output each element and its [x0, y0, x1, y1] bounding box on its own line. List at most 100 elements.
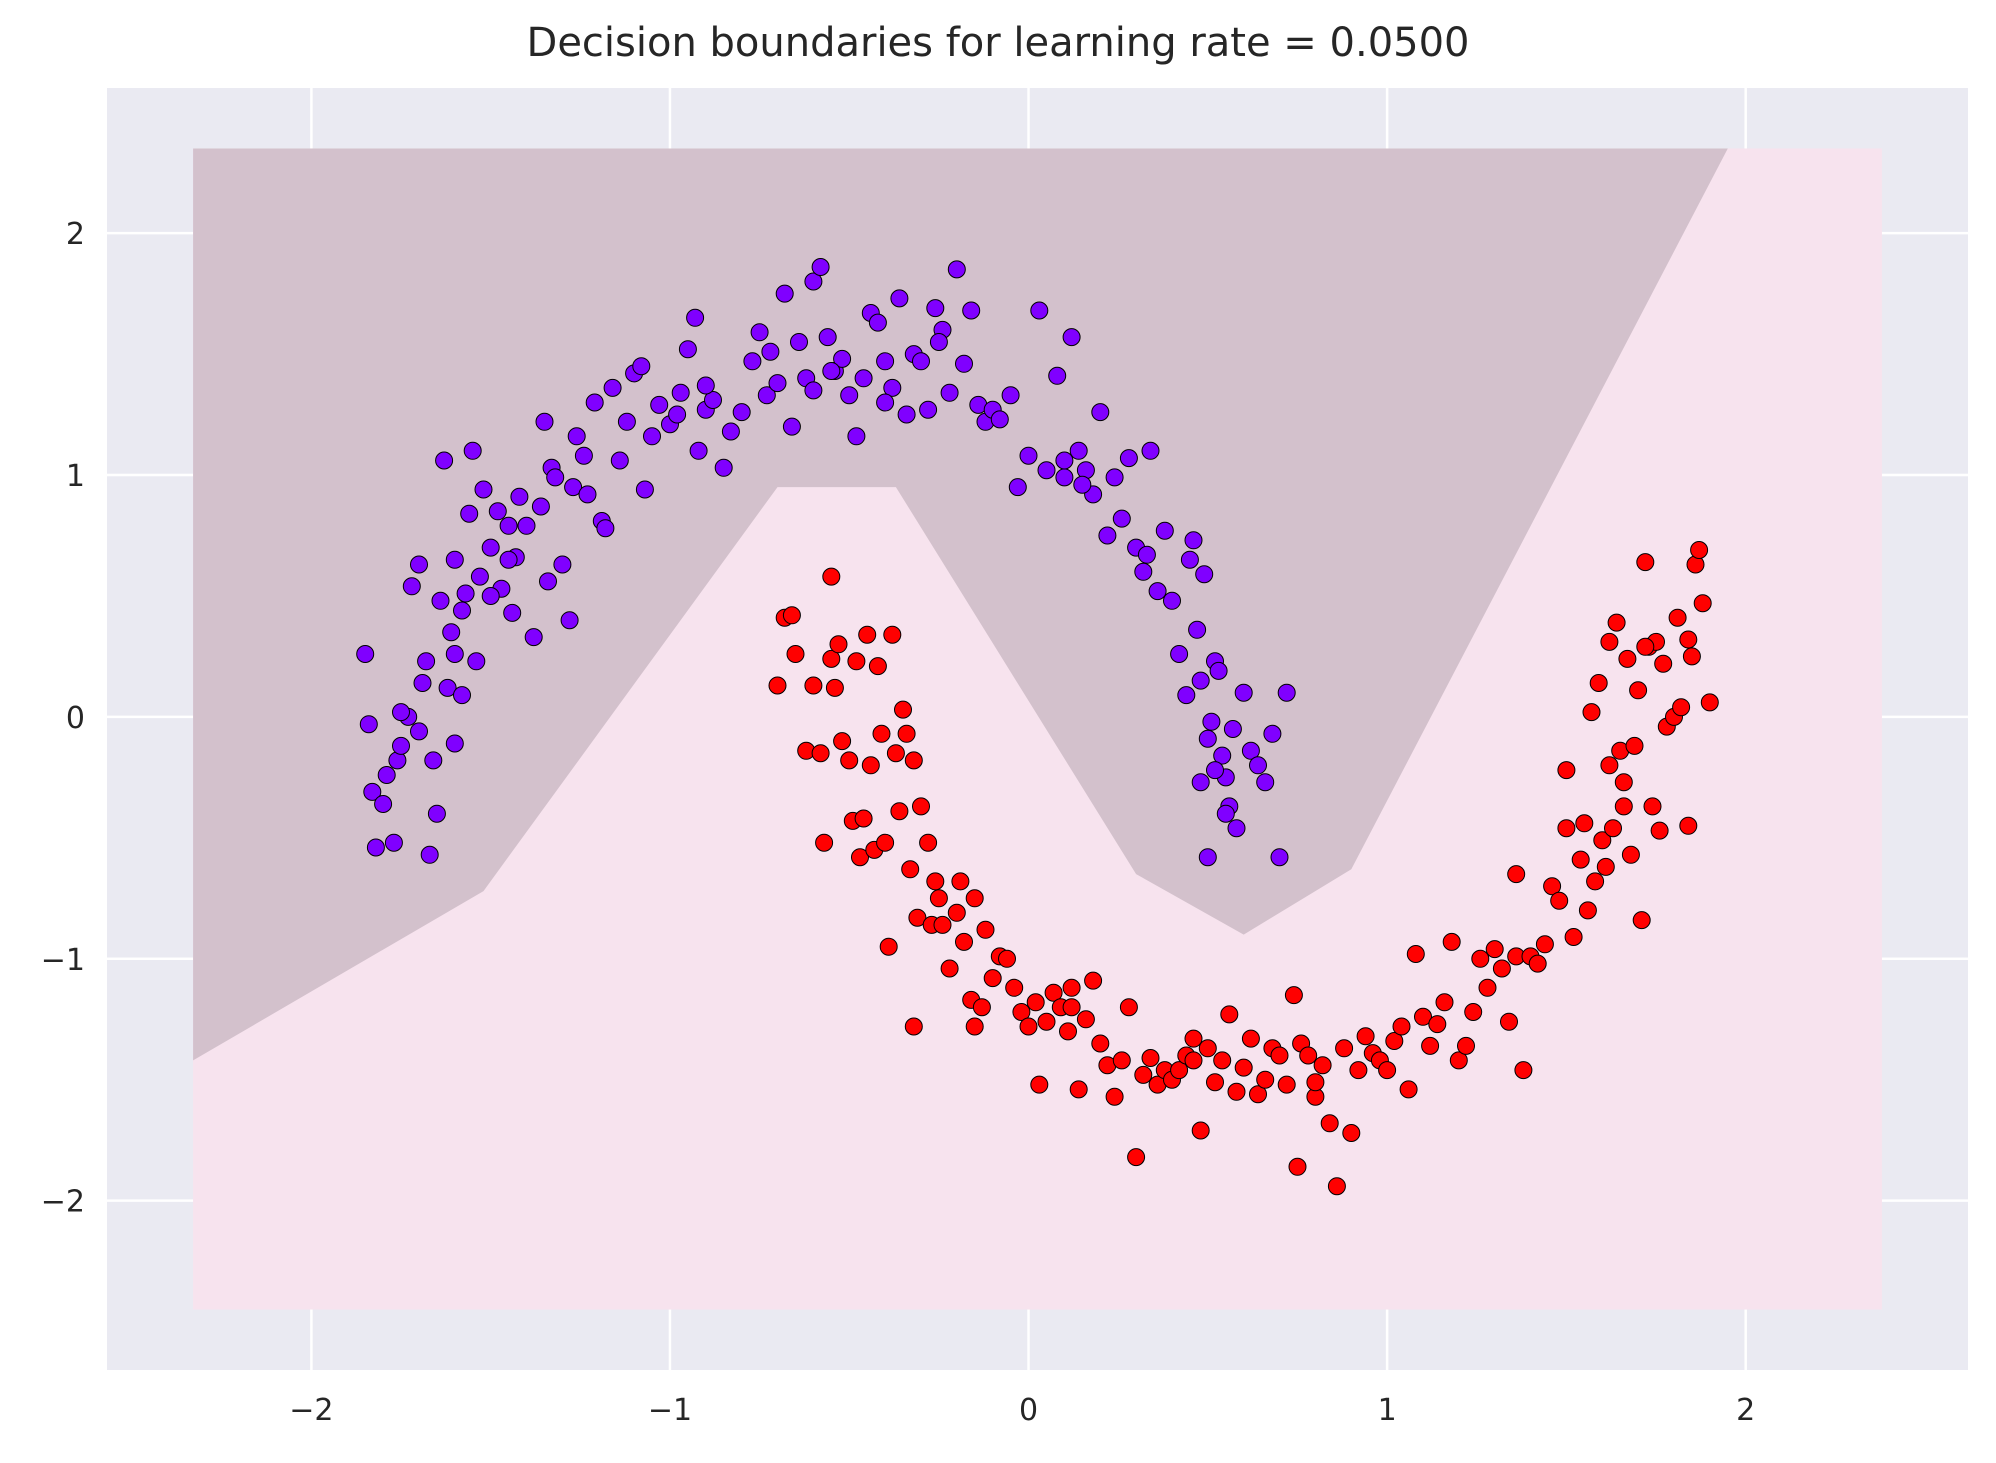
- class-1-point: [858, 625, 877, 644]
- class-1-point: [1625, 736, 1644, 755]
- class-0-point: [1213, 746, 1232, 765]
- class-0-point: [442, 623, 461, 642]
- region-class-0: [193, 148, 1728, 1061]
- class-0-point: [1198, 848, 1217, 867]
- class-1-point: [1342, 1124, 1361, 1142]
- class-0-point: [1163, 591, 1181, 610]
- class-1-point: [1062, 978, 1081, 997]
- class-0-point: [1191, 671, 1210, 690]
- class-1-point: [1313, 1056, 1332, 1075]
- class-0-point: [1263, 724, 1282, 743]
- class-0-point: [940, 383, 959, 402]
- class-1-point: [890, 802, 909, 821]
- class-0-point: [868, 313, 887, 332]
- class-1-point: [883, 625, 902, 644]
- class-1-point: [1571, 850, 1590, 869]
- class-0-point: [564, 478, 583, 497]
- class-0-point: [1055, 451, 1074, 470]
- class-0-point: [384, 833, 403, 852]
- class-0-point: [363, 782, 382, 801]
- class-1-point: [1464, 1003, 1483, 1021]
- class-0-point: [1191, 773, 1210, 792]
- class-0-point: [1105, 468, 1124, 487]
- class-1-point: [1306, 1073, 1325, 1092]
- class-1-point: [1643, 797, 1662, 816]
- class-1-point: [1679, 816, 1698, 835]
- class-0-point: [435, 451, 454, 470]
- class-0-point: [721, 422, 740, 441]
- class-0-point: [1234, 683, 1253, 702]
- class-1-point: [1320, 1114, 1339, 1133]
- decision-regions: [193, 148, 1882, 1310]
- class-0-point: [1091, 403, 1110, 422]
- class-0-point: [650, 395, 669, 414]
- class-0-point: [962, 301, 981, 320]
- class-0-point: [445, 734, 464, 753]
- class-0-point: [410, 555, 428, 574]
- class-1-point: [1249, 1085, 1267, 1104]
- class-1-point: [1044, 983, 1063, 1002]
- class-0-point: [643, 427, 661, 446]
- class-0-point: [560, 611, 579, 630]
- class-0-point: [524, 628, 543, 647]
- class-0-point: [1069, 441, 1088, 460]
- class-0-point: [402, 577, 421, 596]
- class-1-point: [876, 833, 895, 852]
- class-1-point: [1037, 1012, 1056, 1031]
- class-1-point: [933, 915, 952, 934]
- class-1-point: [1636, 637, 1655, 656]
- class-1-point: [1564, 928, 1583, 946]
- class-0-point: [1148, 582, 1167, 601]
- class-0-point: [1112, 509, 1131, 528]
- class-0-point: [790, 333, 808, 351]
- class-0-point: [671, 383, 690, 402]
- class-1-point: [1672, 698, 1691, 717]
- class-1-point: [1012, 1003, 1031, 1021]
- class-1-point: [1535, 935, 1554, 954]
- class-1-point: [951, 872, 970, 891]
- class-1-point: [1288, 1157, 1307, 1176]
- class-0-point: [1119, 449, 1138, 468]
- class-1-point: [983, 969, 1002, 988]
- class-0-point: [757, 386, 776, 405]
- class-1-point: [1596, 857, 1615, 876]
- class-0-point: [804, 272, 823, 291]
- class-0-point: [750, 323, 769, 342]
- class-0-point: [990, 410, 1009, 429]
- class-1-point: [1127, 1148, 1146, 1167]
- data-points: [356, 258, 1719, 1196]
- class-0-point: [1001, 386, 1020, 405]
- class-1-point: [854, 809, 873, 828]
- class-1-point: [1421, 1036, 1440, 1055]
- class-1-point: [886, 744, 905, 763]
- class-0-point: [822, 362, 841, 380]
- class-1-point: [782, 606, 801, 625]
- class-1-point: [1582, 703, 1601, 722]
- class-0-point: [617, 412, 636, 431]
- class-0-point: [768, 374, 787, 393]
- class-1-point: [1621, 845, 1640, 864]
- class-1-point: [861, 756, 880, 775]
- class-0-point: [775, 284, 794, 303]
- class-0-point: [919, 400, 938, 419]
- class-1-point: [1091, 1034, 1110, 1053]
- class-0-point: [840, 386, 859, 405]
- class-0-point: [955, 354, 973, 373]
- class-1-point: [872, 724, 891, 743]
- class-1-point: [1550, 891, 1569, 910]
- y-tick-label: −2: [41, 1185, 85, 1220]
- class-0-point: [761, 342, 780, 361]
- class-0-point: [897, 405, 916, 424]
- class-1-point: [1457, 1036, 1475, 1055]
- class-1-point: [1220, 1005, 1239, 1024]
- x-tick-label: −2: [289, 1393, 333, 1428]
- class-0-point: [668, 405, 687, 424]
- class-1-point: [1600, 756, 1619, 775]
- class-0-point: [1188, 620, 1207, 639]
- class-0-point: [678, 340, 697, 359]
- class-0-point: [1195, 565, 1214, 584]
- class-1-point: [894, 700, 912, 719]
- class-1-point: [1191, 1121, 1210, 1140]
- class-0-point: [488, 502, 507, 521]
- class-1-point: [1256, 1070, 1275, 1089]
